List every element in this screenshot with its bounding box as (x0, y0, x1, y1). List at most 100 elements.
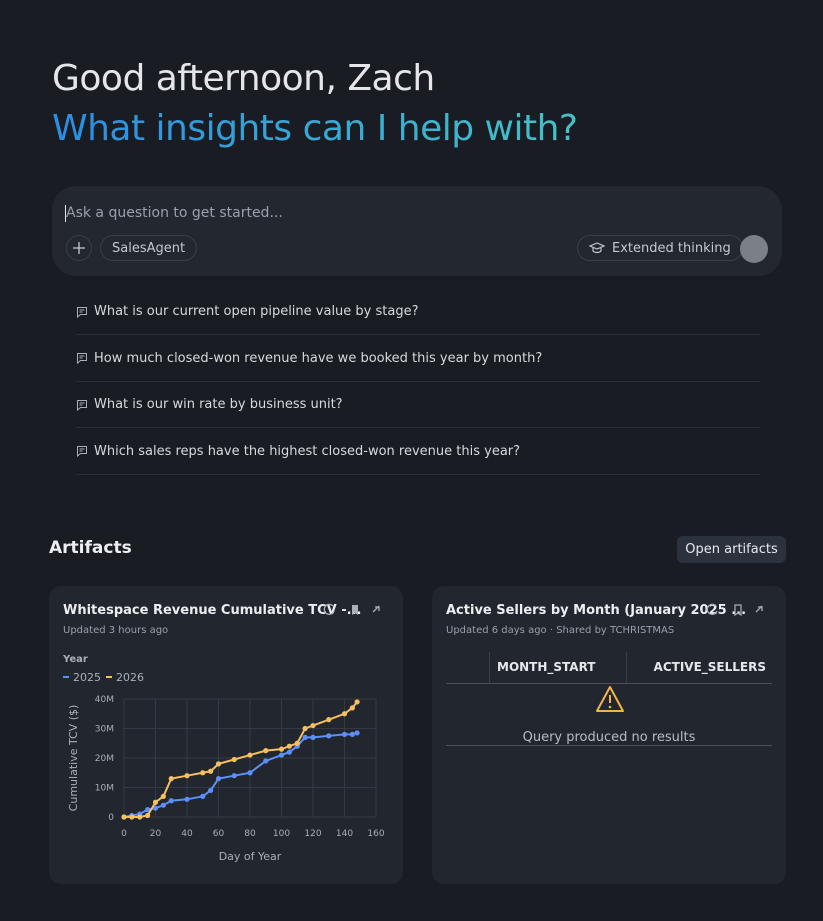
cap-icon (589, 242, 605, 254)
suggestion-text: How much closed-won revenue have we book… (94, 350, 543, 366)
artifact-card[interactable]: Active Sellers by Month (January 2025 ..… (432, 586, 786, 884)
point (286, 749, 292, 755)
suggestion-text: What is our current open pipeline value … (94, 304, 419, 319)
add-button[interactable] (66, 235, 92, 261)
point (184, 796, 190, 802)
card-actions[interactable] (321, 603, 391, 617)
y-tick-label: 0 (108, 813, 114, 823)
greeting: Good afternoon, Zach (52, 58, 435, 99)
point (152, 805, 159, 811)
legend-label: 2026 (116, 671, 144, 684)
x-tick-label: 0 (121, 829, 127, 839)
plus-icon (73, 242, 85, 254)
point (247, 752, 253, 758)
table-header: MONTH_START ACTIVE_SELLERS (446, 652, 772, 684)
send-button[interactable] (740, 235, 768, 263)
chat-icon (77, 353, 87, 364)
point (160, 802, 166, 808)
point (168, 776, 174, 782)
point (145, 812, 151, 819)
point (310, 722, 316, 729)
card-title: Active Sellers by Month (January 2025 ..… (446, 603, 747, 618)
card-actions[interactable] (704, 603, 774, 617)
x-axis-label: Day of Year (219, 850, 282, 863)
point (152, 799, 159, 805)
point (231, 756, 237, 763)
point (129, 814, 135, 820)
x-tick-label: 100 (273, 829, 290, 839)
suggestion[interactable]: How much closed-won revenue have we book… (76, 336, 760, 382)
point (215, 761, 222, 767)
point (184, 773, 190, 779)
suggestion[interactable]: Which sales reps have the highest closed… (76, 429, 760, 475)
y-tick-label: 40M (95, 695, 114, 705)
series-line (123, 731, 358, 818)
point (302, 725, 308, 732)
point (247, 770, 253, 776)
column-header: MONTH_START (497, 660, 596, 674)
point (215, 776, 222, 782)
empty-message: Query produced no results (446, 730, 772, 746)
mode-chip[interactable]: Extended thinking (577, 235, 743, 261)
point (294, 740, 300, 746)
section-title: Artifacts (49, 538, 132, 558)
chat-icon (77, 399, 87, 411)
mode-label: Extended thinking (612, 240, 731, 256)
point (278, 752, 285, 758)
point (354, 730, 360, 736)
card-updated: Updated 6 days ago · Shared by TCHRISTMA… (446, 625, 675, 636)
point (286, 743, 292, 749)
point (168, 798, 174, 804)
y-tick-label: 10M (95, 784, 114, 794)
point (310, 734, 316, 740)
point (341, 711, 348, 717)
point (349, 731, 355, 737)
point (278, 746, 285, 752)
card-updated: Updated 3 hours ago (63, 625, 169, 636)
y-tick-label: 20M (95, 754, 114, 764)
point (200, 770, 206, 776)
chart: Year 2025 2026 0 10M 20M 30M 40M 0 20 40 60 80 100 120… (62, 654, 385, 863)
point (302, 734, 308, 740)
artifact-card[interactable]: Whitespace Revenue Cumulative TCV -... U… (49, 586, 403, 884)
x-tick-label: 80 (244, 829, 256, 839)
point (137, 814, 143, 820)
x-tick-label: 160 (367, 829, 384, 839)
open-artifacts-button[interactable]: Open artifacts (677, 536, 786, 563)
x-tick-label: 120 (304, 829, 321, 839)
y-tick-label: 30M (95, 725, 114, 735)
agent-chip[interactable]: SalesAgent (100, 235, 198, 261)
caret (65, 205, 66, 222)
composer[interactable]: Ask a question to get started... SalesAg… (52, 186, 782, 276)
point (121, 814, 127, 820)
point (326, 717, 332, 723)
y-axis-label: Cumulative TCV ($) (67, 705, 80, 812)
card-title: Whitespace Revenue Cumulative TCV -... (63, 603, 362, 618)
series-line (124, 701, 358, 818)
warning-icon (596, 686, 624, 712)
point (354, 699, 360, 705)
suggestion[interactable]: What is our win rate by business unit? (76, 382, 760, 428)
point (208, 787, 214, 794)
x-tick-label: 140 (336, 829, 353, 839)
legend-label: 2025 (73, 671, 101, 684)
chat-icon (77, 306, 87, 318)
point (263, 748, 269, 754)
headline: What insights can I help with? (52, 108, 578, 149)
point (349, 705, 355, 711)
suggestion-text: Which sales reps have the highest closed… (94, 443, 521, 459)
point (208, 768, 214, 774)
point (263, 758, 269, 764)
placeholder[interactable]: Ask a question to get started... (66, 205, 283, 221)
point (341, 731, 348, 737)
x-tick-label: 60 (213, 829, 225, 839)
point (326, 733, 332, 739)
point (231, 773, 237, 779)
point (145, 807, 151, 813)
point (200, 793, 206, 799)
suggestion[interactable]: What is our current open pipeline value … (76, 289, 760, 335)
legend-title: Year (62, 654, 88, 665)
suggestion-text: What is our win rate by business unit? (94, 397, 343, 412)
